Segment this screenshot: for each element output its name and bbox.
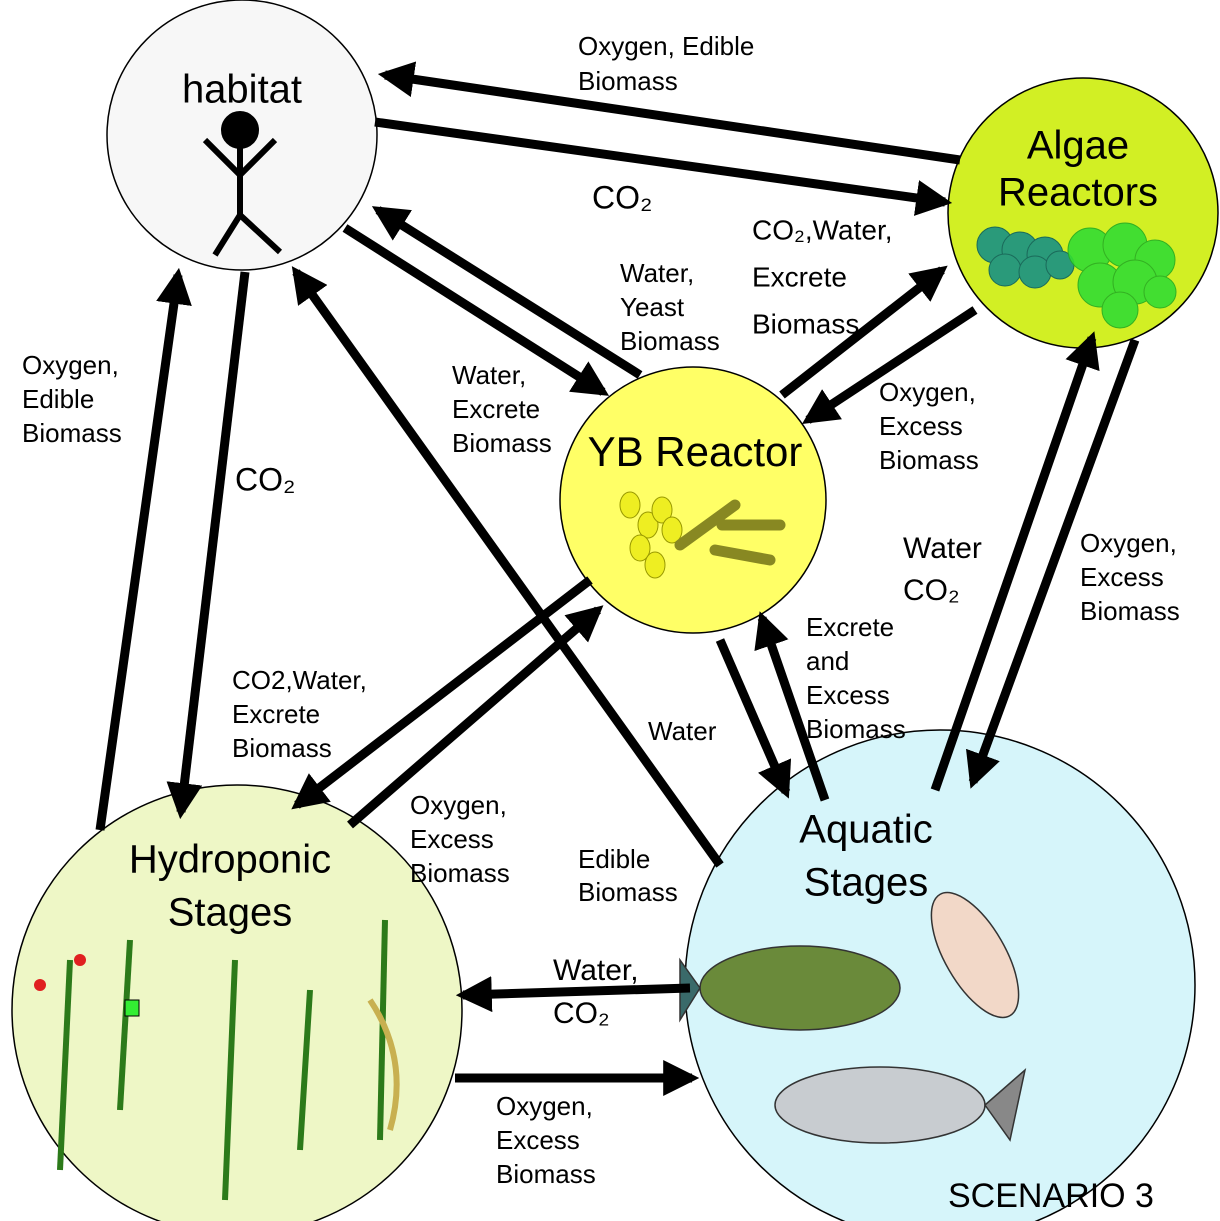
flow-arrow xyxy=(347,605,604,829)
node-title: Reactors xyxy=(998,171,1158,215)
flow-label: Water xyxy=(648,716,717,746)
flow-arrow xyxy=(166,271,250,820)
flow-label: CO2,Water, xyxy=(232,665,367,695)
decorations xyxy=(34,111,1177,1201)
flow-label: Water xyxy=(903,532,982,565)
bacteria xyxy=(674,499,786,566)
node-title: habitat xyxy=(182,68,302,112)
flow-arrow xyxy=(801,306,978,424)
flow-label: CO₂ xyxy=(235,461,295,497)
flow-arrow xyxy=(342,224,610,396)
flow-label: Biomass xyxy=(22,418,122,448)
flow-label: Excess xyxy=(1080,562,1164,592)
flow-label: Oxygen, Edible xyxy=(578,31,754,61)
flow-label: CO₂ xyxy=(592,179,652,215)
flow-arrow xyxy=(291,576,593,810)
node-title: Stages xyxy=(804,861,929,905)
flows xyxy=(95,61,1140,1096)
flow-label: Oxygen, xyxy=(410,790,507,820)
flow-arrow xyxy=(95,267,192,831)
flow-label: Biomass xyxy=(620,326,720,356)
flow-label: Water, xyxy=(620,258,694,288)
node-title: Hydroponic xyxy=(129,838,331,882)
flow-label: Oxygen, xyxy=(1080,528,1177,558)
flow-label: Oxygen, xyxy=(22,350,119,380)
flow-arrow xyxy=(291,266,724,868)
flow-label: Excess xyxy=(879,411,963,441)
algae-blue xyxy=(976,226,1075,289)
scenario-label: SCENARIO 3 xyxy=(948,1177,1154,1215)
flow-label: Excess xyxy=(806,680,890,710)
flow-label: Oxygen, xyxy=(496,1091,593,1121)
flow-label: Biomass xyxy=(410,858,510,888)
node-title: Algae xyxy=(1027,124,1129,168)
flow-label: Excrete xyxy=(752,261,847,292)
flow-label: Biomass xyxy=(452,428,552,458)
flow-label: Excrete xyxy=(452,394,540,424)
flow-arrow xyxy=(754,611,830,802)
yeast xyxy=(619,491,683,579)
flow-label: Biomass xyxy=(1080,596,1180,626)
flow-label: CO₂,Water, xyxy=(752,214,893,245)
node-title: YB Reactor xyxy=(588,428,803,475)
node-title: Aquatic xyxy=(799,808,932,852)
flow-label: and xyxy=(806,646,849,676)
flow-label: Excess xyxy=(496,1125,580,1155)
flow-label: Oxygen, xyxy=(879,377,976,407)
flow-label: Biomass xyxy=(879,445,979,475)
flow-arrow xyxy=(455,976,691,1013)
flow-label: Biomass xyxy=(232,733,332,763)
flow-arrow xyxy=(966,338,1140,789)
flow-label: Edible xyxy=(578,844,650,874)
plants xyxy=(34,919,400,1201)
flow-label: Yeast xyxy=(620,292,685,322)
node-title: Stages xyxy=(168,891,293,935)
flow-label: Biomass xyxy=(752,308,859,339)
fish xyxy=(679,891,1027,1144)
algae-green xyxy=(1067,222,1177,329)
flow-label: Edible xyxy=(22,384,94,414)
flow-arrow xyxy=(371,206,643,379)
flow-arrow xyxy=(715,638,792,799)
flow-label: Biomass xyxy=(496,1159,596,1189)
flow-label: Biomass xyxy=(578,877,678,907)
flow-arrow xyxy=(377,61,961,165)
stick-figure xyxy=(202,111,283,257)
flow-label: Excrete xyxy=(806,612,894,642)
flow-arrow xyxy=(374,117,953,216)
flow-arrow xyxy=(930,331,1100,792)
flow-label: Water, xyxy=(553,954,639,987)
flow-label: Water, xyxy=(452,360,526,390)
flow-label: Biomass xyxy=(578,66,678,96)
flow-label: CO₂ xyxy=(553,997,610,1030)
yb-node xyxy=(559,366,827,634)
flow-label: CO₂ xyxy=(903,574,960,607)
flow-label: Excess xyxy=(410,824,494,854)
flow-label: Excrete xyxy=(232,699,320,729)
flow-label: Biomass xyxy=(806,714,906,744)
flow-arrow xyxy=(779,265,948,399)
